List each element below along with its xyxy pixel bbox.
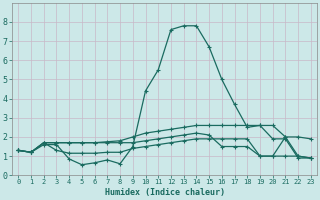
X-axis label: Humidex (Indice chaleur): Humidex (Indice chaleur) bbox=[105, 188, 225, 197]
